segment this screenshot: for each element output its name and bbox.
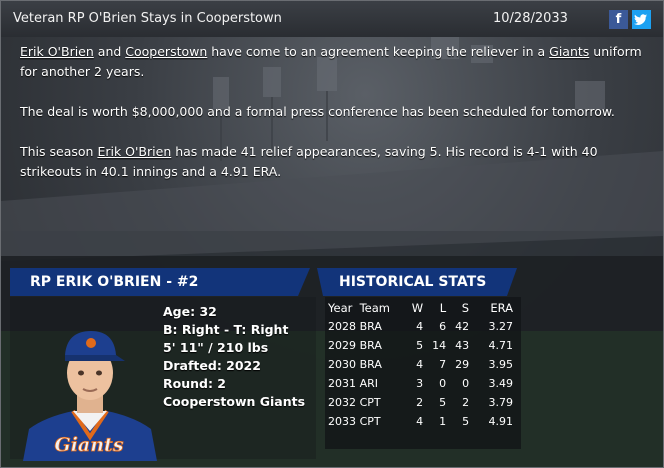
article-title: Veteran RP O'Brien Stays in Cooperstown bbox=[13, 11, 282, 26]
twitter-icon[interactable] bbox=[632, 10, 651, 29]
table-row: 2033 CPT 4 1 5 4.91 bbox=[328, 415, 513, 428]
player-link[interactable]: Erik O'Brien bbox=[97, 144, 172, 159]
title-bar: Veteran RP O'Brien Stays in Cooperstown … bbox=[1, 1, 663, 37]
col-losses: L bbox=[439, 301, 447, 315]
jersey-logo: Giants bbox=[54, 434, 123, 456]
table-row: 2032 CPT 2 5 2 3.79 bbox=[328, 396, 513, 409]
article-paragraph-2: The deal is worth $8,000,000 and a forma… bbox=[20, 104, 615, 119]
article-body: Erik O'Brien and Cooperstown have come t… bbox=[20, 42, 650, 202]
player-team: Cooperstown Giants bbox=[163, 394, 306, 409]
player-drafted: Drafted: 2022 bbox=[163, 358, 261, 373]
col-wins: W bbox=[411, 301, 424, 315]
col-saves: S bbox=[461, 301, 470, 315]
historical-stats-table: Year Team W L S ERA 2028 BRA 4 6 42 3.27… bbox=[325, 299, 517, 431]
article-date: 10/28/2033 bbox=[493, 11, 568, 26]
player-age: Age: 32 bbox=[163, 304, 217, 319]
article-paragraph-3: This season Erik O'Brien has made 41 rel… bbox=[20, 144, 598, 179]
team-link[interactable]: Giants bbox=[549, 44, 590, 59]
player-portrait: Giants bbox=[23, 331, 157, 461]
article-paragraph-1: Erik O'Brien and Cooperstown have come t… bbox=[20, 44, 642, 79]
stats-header-row: Year Team W L S ERA bbox=[325, 299, 517, 317]
player-round: Round: 2 bbox=[163, 376, 227, 391]
player-info: Age: 32 B: Right - T: Right 5' 11" / 210… bbox=[163, 303, 305, 411]
player-height-weight: 5' 11" / 210 lbs bbox=[163, 340, 269, 355]
player-link[interactable]: Erik O'Brien bbox=[20, 44, 94, 59]
stats-panel bbox=[325, 297, 521, 449]
historical-stats-banner: HISTORICAL STATS bbox=[317, 268, 517, 296]
city-link[interactable]: Cooperstown bbox=[125, 44, 208, 59]
table-row: 2030 BRA 4 7 29 3.95 bbox=[328, 358, 513, 371]
facebook-icon[interactable]: f bbox=[609, 10, 628, 29]
player-banner: RP ERIK O'BRIEN - #2 bbox=[10, 268, 310, 296]
table-row: 2029 BRA 5 14 43 4.71 bbox=[328, 339, 513, 352]
col-era: ERA bbox=[490, 301, 513, 315]
col-team: Team bbox=[359, 301, 390, 315]
table-row: 2031 ARI 3 0 0 3.49 bbox=[328, 377, 513, 390]
player-bats-throws: B: Right - T: Right bbox=[163, 322, 289, 337]
col-year: Year bbox=[328, 301, 353, 315]
table-row: 2028 BRA 4 6 42 3.27 bbox=[328, 320, 513, 333]
